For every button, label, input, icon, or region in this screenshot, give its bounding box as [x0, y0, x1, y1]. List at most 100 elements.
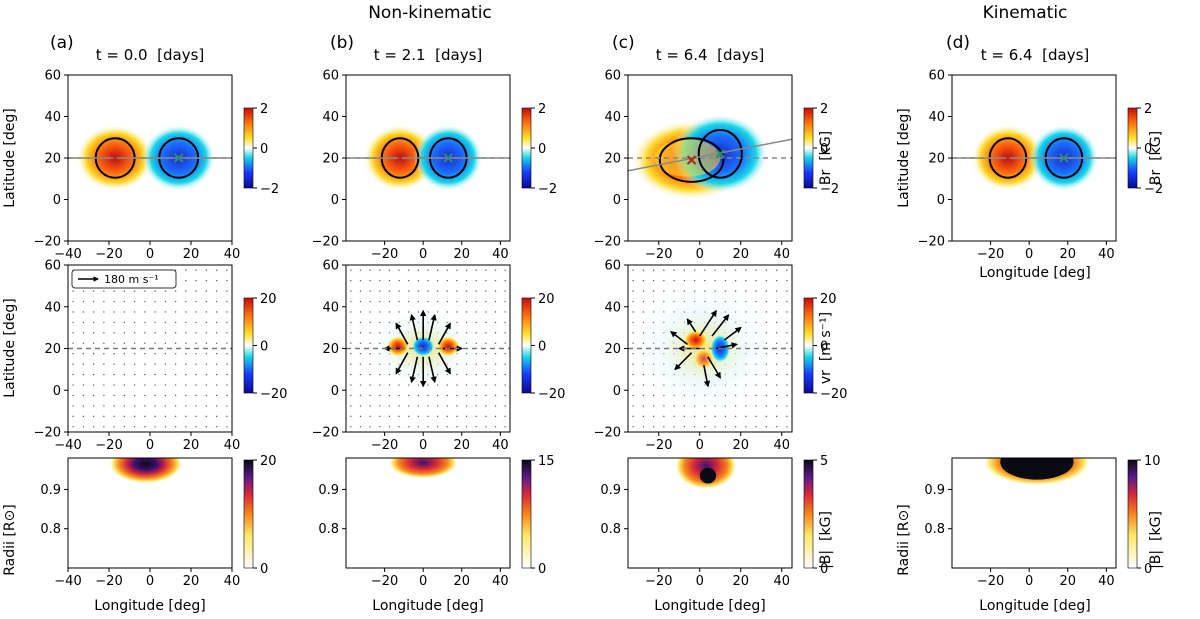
- panel-absB-a: −40 −20 0 20 40 0.8 0.9 20 0: [40, 454, 276, 589]
- colorbar-vr-a: [243, 297, 254, 394]
- ytick-label-vr-a--20: −20: [34, 426, 61, 441]
- xtick-label-Br-d--20: −20: [977, 247, 1004, 262]
- xtick-label-Br-d-0: 0: [1025, 247, 1033, 262]
- cbar-tick-label-Br-b-2: 2: [538, 102, 546, 117]
- ytick-label-absB-c-0.8: 0.8: [600, 522, 621, 537]
- ytick-label-Br-a--20: −20: [34, 235, 61, 250]
- xtick-label-absB-a--40: −40: [54, 574, 81, 589]
- spot-marker-d-0: [1003, 153, 1013, 163]
- cbar-label-br-d: Br [kG]: [1148, 131, 1164, 185]
- ytick-label-vr-c--20: −20: [594, 426, 621, 441]
- vr-arrow-c-7: [723, 326, 742, 341]
- ytick-label-Br-a-60: 60: [44, 69, 61, 84]
- vr-blob-b-0: [386, 335, 410, 357]
- xtick-label-Br-b--20: −20: [371, 247, 398, 262]
- cbar-tick-label-vr-b-0: 0: [538, 340, 546, 355]
- cbar-tick-label-vr-c--20: −20: [820, 387, 847, 402]
- cbar-tick-label-Br-c--2: −2: [820, 182, 839, 197]
- cbar-label-absb-d: |B| [kG]: [1148, 511, 1164, 569]
- cbar-tick-label-vr-c-0: 0: [820, 340, 828, 355]
- ylabel-radii-d: Radii [R⊙]: [896, 504, 912, 576]
- ytick-label-vr-a-60: 60: [44, 259, 61, 274]
- xtick-label-Br-b-20: 20: [453, 247, 470, 262]
- arrow-key-box: [71, 269, 177, 289]
- spot-marker-c-1: [715, 149, 726, 159]
- vr-arrow-b-4: [409, 313, 419, 341]
- ytick-label-vr-b-20: 20: [322, 342, 339, 357]
- ytick-label-Br-b-60: 60: [322, 69, 339, 84]
- ytick-label-absB-b-0.8: 0.8: [318, 522, 339, 537]
- absb-core-d: [1000, 458, 1074, 480]
- colorbar-absB-d: [1127, 459, 1138, 569]
- group-label-nonkinematic: Non-kinematic: [368, 3, 492, 23]
- cbar-tick-label-absB-d-0: 0: [1144, 562, 1152, 577]
- cbar-tick-label-Br-b--2: −2: [538, 182, 557, 197]
- colorbar-Br-d: [1127, 107, 1138, 189]
- xtick-label-absB-b-0: 0: [419, 574, 427, 589]
- plot-area-Br-d: [952, 75, 1116, 241]
- colorbar-Br-b: [521, 107, 532, 189]
- absb-arc-a: [109, 458, 183, 484]
- vr-arrow-b-5: [428, 313, 437, 341]
- group-label-kinematic: Kinematic: [983, 3, 1068, 23]
- vr-arrow-c-1: [711, 314, 730, 337]
- frame-absB-d: [951, 457, 1117, 569]
- xtick-label-absB-c-20: 20: [732, 574, 749, 589]
- xtick-label-Br-a-0: 0: [146, 247, 154, 262]
- ytick-label-Br-d-40: 40: [928, 110, 945, 125]
- panel-vr-b: −20 0 20 40 −20 0 20 40 60 20 0 −20: [312, 259, 566, 454]
- xtick-label-absB-a--20: −20: [95, 574, 122, 589]
- ytick-label-vr-a-40: 40: [44, 300, 61, 315]
- xtick-label-vr-b--20: −20: [371, 438, 398, 453]
- cbar-tick-label-vr-c-20: 20: [820, 292, 837, 307]
- xtick-label-vr-c-0: 0: [696, 438, 704, 453]
- spot-marker-b-0: [395, 153, 405, 163]
- time-label-d: t = 6.4 [days]: [981, 46, 1090, 64]
- contour-neg-c: [697, 128, 743, 179]
- xtick-label-Br-b-40: 40: [492, 247, 509, 262]
- xtick-label-absB-d-0: 0: [1025, 574, 1033, 589]
- time-label-c: t = 6.4 [days]: [656, 46, 765, 64]
- ytick-label-vr-c-0: 0: [613, 384, 621, 399]
- absb-arc-b: [388, 458, 458, 479]
- plot-area-Br-b: [346, 75, 510, 241]
- vr-arrow-b-7: [428, 356, 437, 384]
- cbar-tick-label-Br-a-2: 2: [260, 102, 268, 117]
- spot-marker-a-1: [173, 153, 184, 163]
- cbar-tick-label-absB-b-0: 0: [538, 562, 546, 577]
- xtick-label-vr-b-40: 40: [492, 438, 509, 453]
- ytick-label-vr-b-40: 40: [322, 300, 339, 315]
- ytick-label-absB-b-0.9: 0.9: [318, 483, 339, 498]
- vr-arrow-b-0: [395, 322, 409, 345]
- panel-absB-b: −20 0 20 40 0.8 0.9 15 0: [318, 454, 554, 589]
- colorbar-Br-a: [243, 107, 254, 189]
- cbar-tick-label-Br-d--2: −2: [1144, 182, 1163, 197]
- cbar-tick-label-Br-b-0: 0: [538, 142, 546, 157]
- ytick-label-absB-a-0.8: 0.8: [40, 522, 61, 537]
- cbar-label-absb-c: |B| [kG]: [818, 511, 834, 569]
- xtick-label-Br-c-40: 40: [773, 247, 790, 262]
- vr-arrow-b-6: [409, 356, 419, 384]
- vr-arrow-c-3: [674, 352, 693, 371]
- vr-blob-b-1: [436, 335, 460, 357]
- xtick-label-vr-a-20: 20: [183, 438, 200, 453]
- xtick-label-absB-d--20: −20: [977, 574, 1004, 589]
- ytick-label-absB-c-0.9: 0.9: [600, 483, 621, 498]
- plot-area-vr-c: [628, 265, 792, 432]
- panel-vr-c: −20 0 20 40 −20 0 20 40 60 20 0 −20: [594, 259, 848, 454]
- spot-marker-d-1: [1059, 153, 1069, 163]
- ytick-label-Br-a-0: 0: [53, 193, 61, 208]
- ytick-label-absB-d-0.8: 0.8: [924, 522, 945, 537]
- xtick-label-vr-a--40: −40: [54, 438, 81, 453]
- panel-letter-c: (c): [612, 33, 635, 53]
- colorbar-vr-b: [521, 297, 532, 394]
- vr-arrow-c-0: [699, 309, 717, 337]
- ytick-label-Br-c--20: −20: [594, 235, 621, 250]
- xtick-label-absB-a-40: 40: [224, 574, 241, 589]
- ytick-label-Br-c-20: 20: [604, 152, 621, 167]
- xtick-label-Br-d-20: 20: [1059, 247, 1076, 262]
- xtick-label-absB-a-0: 0: [146, 574, 154, 589]
